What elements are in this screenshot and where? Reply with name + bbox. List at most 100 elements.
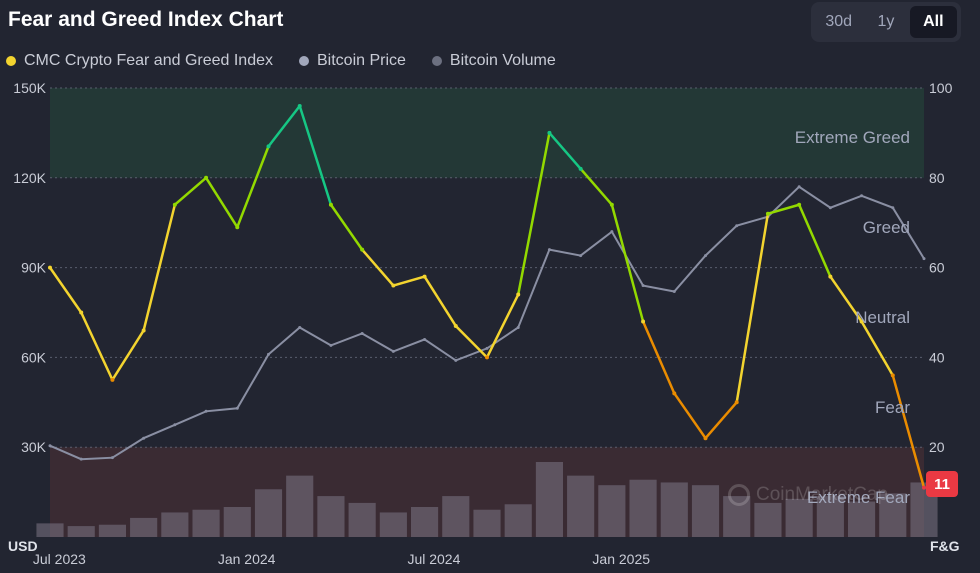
volume-bar xyxy=(161,512,189,537)
volume-bar xyxy=(879,493,907,537)
price-point xyxy=(860,194,864,198)
fg-segment xyxy=(111,329,145,382)
fg-point xyxy=(765,211,770,216)
legend-fg[interactable]: CMC Crypto Fear and Greed Index xyxy=(6,52,273,70)
volume-bar xyxy=(754,502,782,537)
legend-volume-label: Bitcoin Volume xyxy=(449,52,556,69)
chart-legend: CMC Crypto Fear and Greed Index Bitcoin … xyxy=(6,52,556,70)
fg-segment xyxy=(548,131,582,171)
left-tick-label: 60K xyxy=(21,349,47,365)
volume-bar xyxy=(567,475,595,537)
zone-label: Fear xyxy=(875,398,910,417)
fg-point xyxy=(391,283,396,288)
price-point xyxy=(547,248,551,252)
coinmarketcap-logo-icon xyxy=(728,484,750,506)
right-tick-label: 100 xyxy=(929,80,953,96)
volume-bar xyxy=(223,507,251,537)
range-1y-button[interactable]: 1y xyxy=(877,13,895,30)
fg-segment xyxy=(298,104,333,206)
x-tick-label: Jul 2024 xyxy=(407,551,460,567)
price-point xyxy=(704,254,707,258)
price-point xyxy=(79,457,83,461)
price-point xyxy=(235,406,239,410)
zone-label: Extreme Greed xyxy=(795,128,910,147)
fg-point xyxy=(297,103,302,108)
extreme-greed-zone xyxy=(50,88,924,178)
fg-segment xyxy=(392,275,426,287)
volume-bar xyxy=(67,526,95,537)
fg-segment xyxy=(79,311,114,382)
fg-point xyxy=(734,400,739,405)
price-point xyxy=(485,346,489,350)
price-point xyxy=(641,284,645,288)
legend-volume-dot-icon xyxy=(431,56,442,66)
fg-point xyxy=(547,130,552,135)
fg-segment xyxy=(860,320,895,377)
volume-bar xyxy=(254,489,283,537)
fg-point xyxy=(204,175,209,180)
legend-fg-dot-icon xyxy=(6,56,16,66)
price-point xyxy=(110,456,114,460)
fg-point xyxy=(578,166,583,171)
fg-point xyxy=(703,436,708,441)
price-point xyxy=(267,352,270,356)
fg-point xyxy=(172,202,177,207)
fg-segment xyxy=(360,248,395,287)
watermark-text: CoinMarketCap xyxy=(756,484,888,505)
right-tick-label: 40 xyxy=(929,349,945,365)
fg-segment xyxy=(329,203,364,251)
legend-price[interactable]: Bitcoin Price xyxy=(299,52,406,70)
left-axis-unit: USD xyxy=(8,538,38,554)
watermark: CoinMarketCap xyxy=(728,484,888,506)
x-tick-label: Jan 2025 xyxy=(592,551,650,567)
fg-point xyxy=(266,144,271,149)
volume-bar xyxy=(535,462,563,537)
fg-segment xyxy=(891,374,926,489)
range-30d-button[interactable]: 30d xyxy=(825,13,853,30)
fg-point xyxy=(672,391,677,396)
volume-bar xyxy=(192,509,220,537)
price-point xyxy=(610,230,614,234)
fg-segment xyxy=(610,203,645,323)
fg-point xyxy=(328,202,333,207)
fg-segment xyxy=(142,203,177,332)
zone-label: Greed xyxy=(863,218,910,237)
price-point xyxy=(173,423,177,427)
fg-point xyxy=(516,292,521,297)
legend-volume[interactable]: Bitcoin Volume xyxy=(431,52,556,70)
fg-point xyxy=(485,355,489,360)
volume-bar xyxy=(317,496,345,537)
fg-segment xyxy=(485,293,520,359)
fg-point xyxy=(141,328,146,333)
left-tick-label: 150K xyxy=(13,80,46,96)
fg-segment xyxy=(704,401,738,440)
fg-segment xyxy=(454,324,489,359)
fg-segment xyxy=(766,203,801,215)
fg-point xyxy=(859,319,864,324)
fg-point xyxy=(797,202,802,207)
fg-point xyxy=(828,274,833,279)
range-selector: 30d 1y All xyxy=(811,2,961,42)
right-axis-unit: F&G xyxy=(930,538,960,554)
legend-fg-label: CMC Crypto Fear and Greed Index xyxy=(24,52,273,69)
volume-bar xyxy=(473,509,501,537)
zone-label: Neutral xyxy=(855,308,910,327)
fg-point xyxy=(110,377,115,382)
right-tick-label: 80 xyxy=(929,170,945,186)
fg-segment xyxy=(423,275,458,328)
range-all-button[interactable]: All xyxy=(909,6,957,38)
volume-bar xyxy=(442,496,470,537)
fg-segment xyxy=(797,203,832,278)
price-point xyxy=(423,337,427,341)
fg-segment xyxy=(236,145,270,229)
volume-bar xyxy=(98,524,126,537)
right-tick-label: 60 xyxy=(929,260,945,276)
fg-point xyxy=(360,247,365,252)
right-tick-label: 20 xyxy=(929,439,945,455)
price-point xyxy=(454,358,458,362)
zone-label: Extreme Fear xyxy=(807,488,910,507)
left-tick-label: 120K xyxy=(13,170,46,186)
fg-point xyxy=(890,373,895,378)
left-tick-label: 30K xyxy=(21,439,47,455)
